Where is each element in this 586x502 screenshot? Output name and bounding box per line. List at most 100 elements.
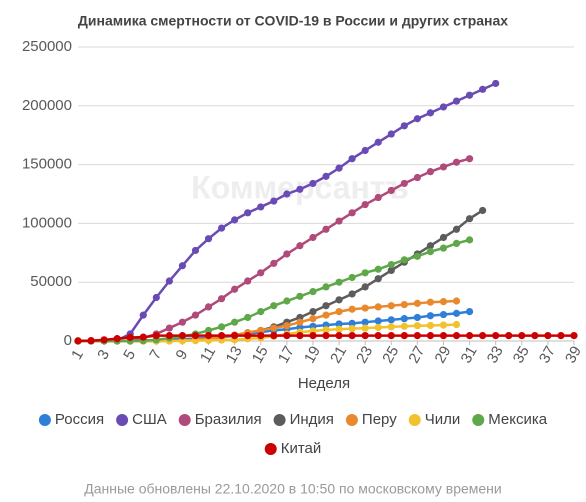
- point: [413, 331, 421, 340]
- point: [348, 305, 356, 313]
- point: [452, 239, 461, 247]
- point: [322, 225, 330, 233]
- point: [178, 331, 187, 340]
- point: [257, 269, 265, 277]
- point: [465, 236, 474, 244]
- point: [348, 209, 356, 217]
- point: [374, 317, 382, 325]
- point: [544, 331, 552, 340]
- point: [400, 315, 408, 323]
- legend-label: Бразилия: [195, 411, 262, 428]
- point: [387, 266, 395, 275]
- point: [426, 248, 435, 256]
- point: [387, 302, 395, 310]
- point: [100, 336, 108, 344]
- point: [413, 322, 421, 330]
- point: [217, 331, 226, 340]
- point: [231, 331, 239, 340]
- point: [465, 308, 474, 316]
- legend-label: Китай: [281, 440, 322, 457]
- x-tick-label: 39: [562, 343, 585, 366]
- x-tick-label: 9: [173, 347, 192, 363]
- point: [257, 326, 265, 335]
- point: [322, 311, 330, 319]
- point: [361, 200, 369, 209]
- x-tick-label: 13: [223, 343, 246, 366]
- point: [296, 331, 304, 340]
- point: [400, 322, 408, 330]
- point: [296, 318, 304, 326]
- point: [505, 331, 513, 340]
- point: [426, 298, 435, 306]
- point: [439, 331, 448, 340]
- point: [165, 331, 173, 340]
- point: [270, 331, 278, 340]
- point: [74, 337, 82, 345]
- point: [191, 311, 200, 319]
- point: [361, 324, 369, 332]
- point: [426, 168, 435, 176]
- point: [518, 331, 526, 340]
- point: [439, 163, 448, 171]
- x-tick-label: 21: [327, 343, 350, 366]
- point: [439, 244, 448, 252]
- point: [152, 331, 160, 340]
- legend-marker: [345, 414, 358, 426]
- chart-title: Динамика смертности от COVID-19 в России…: [78, 13, 508, 29]
- point: [400, 179, 408, 188]
- point: [322, 283, 330, 291]
- point: [413, 173, 421, 182]
- point: [283, 190, 291, 198]
- point: [348, 319, 356, 327]
- point: [87, 337, 95, 345]
- legend-marker: [116, 414, 129, 426]
- point: [335, 164, 343, 172]
- point: [322, 326, 330, 334]
- point: [465, 155, 474, 163]
- legend-label: Индия: [290, 411, 334, 428]
- point: [296, 242, 304, 250]
- point: [283, 322, 291, 330]
- point: [270, 197, 278, 205]
- point: [335, 325, 343, 333]
- point: [452, 320, 461, 329]
- point: [126, 333, 134, 342]
- point: [348, 273, 356, 282]
- point: [400, 300, 408, 309]
- point: [361, 269, 369, 277]
- point: [557, 331, 565, 340]
- point: [217, 323, 226, 331]
- point: [139, 333, 147, 341]
- point: [348, 331, 356, 340]
- x-tick-label: 27: [405, 343, 428, 366]
- legend-marker: [472, 414, 485, 426]
- x-tick-label: 33: [484, 343, 507, 366]
- point: [479, 331, 487, 340]
- point: [204, 326, 213, 335]
- point: [348, 155, 356, 163]
- legend-marker: [408, 414, 421, 426]
- legend-marker: [264, 443, 277, 455]
- point: [309, 331, 317, 340]
- point: [257, 331, 265, 340]
- point: [374, 193, 382, 202]
- point: [361, 146, 369, 155]
- x-tick-label: 5: [120, 347, 139, 363]
- point: [244, 277, 252, 285]
- point: [309, 179, 317, 188]
- point: [309, 315, 317, 323]
- legend-label: Перу: [362, 411, 397, 428]
- legend-marker: [273, 414, 286, 426]
- point: [387, 260, 395, 269]
- x-tick-label: 1: [68, 347, 87, 363]
- point: [257, 308, 265, 316]
- point: [361, 283, 369, 291]
- point: [479, 85, 487, 93]
- x-axis-title: Неделя: [298, 375, 350, 392]
- point: [465, 331, 474, 340]
- point: [309, 308, 317, 316]
- point: [413, 115, 421, 123]
- legend-label: Мексика: [488, 411, 548, 428]
